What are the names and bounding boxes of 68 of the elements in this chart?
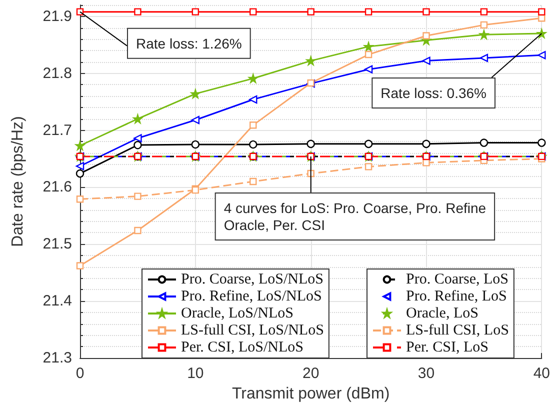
point bbox=[307, 8, 314, 16]
legend-label: LS-full CSI, LoS bbox=[406, 322, 509, 338]
point bbox=[76, 162, 84, 170]
y-tick-label: 21.6 bbox=[42, 178, 72, 196]
point bbox=[422, 140, 430, 148]
point bbox=[422, 8, 430, 16]
point bbox=[306, 140, 315, 148]
point bbox=[364, 65, 373, 74]
x-tick-label: 0 bbox=[76, 365, 84, 382]
point bbox=[364, 50, 372, 58]
annotation: Rate loss: 0.36% bbox=[380, 84, 486, 101]
point bbox=[134, 226, 142, 234]
point bbox=[364, 163, 372, 170]
legend-label: Pro. Refine, LoS/NLoS bbox=[181, 288, 322, 304]
point bbox=[480, 8, 488, 16]
point bbox=[364, 8, 372, 16]
point bbox=[190, 89, 200, 98]
point bbox=[134, 140, 142, 150]
y-tick-label: 21.9 bbox=[42, 8, 72, 25]
point bbox=[364, 140, 373, 148]
point bbox=[250, 8, 257, 16]
legend-label: Per. CSI, LoS/NLoS bbox=[181, 340, 304, 356]
annotation: 4 curves for LoS: Pro. Coarse, Pro. Refine Oracle, Per. CSI bbox=[224, 200, 486, 233]
legend-label: Pro. Coarse, LoS bbox=[406, 272, 508, 288]
y-tick-label: 21.4 bbox=[42, 292, 72, 310]
x-axis-title: Transmit power (dBm) bbox=[232, 386, 390, 402]
y-axis-title: Date rate (bps/Hz) bbox=[10, 116, 26, 247]
y-tick-label: 21.7 bbox=[42, 122, 72, 139]
point bbox=[480, 54, 488, 62]
point bbox=[191, 140, 200, 149]
x-tick-label: 20 bbox=[302, 365, 320, 382]
point bbox=[250, 122, 257, 129]
legend-label: Per. CSI, LoS bbox=[406, 340, 489, 356]
point bbox=[76, 196, 84, 203]
point bbox=[422, 56, 430, 65]
legend-label: Oracle, LoS/NLoS bbox=[181, 306, 294, 322]
point bbox=[134, 8, 142, 16]
point bbox=[422, 32, 430, 40]
point bbox=[134, 134, 142, 142]
legend-label: Oracle, LoS bbox=[406, 306, 478, 322]
point bbox=[480, 138, 488, 147]
point bbox=[480, 21, 488, 29]
y-tick-label: 21.8 bbox=[42, 64, 72, 82]
legend-label: Pro. Coarse, LoS/NLoS bbox=[181, 272, 324, 288]
point bbox=[250, 178, 257, 186]
legend-label: LS-full CSI, LoS/NLoS bbox=[181, 322, 324, 338]
point bbox=[479, 30, 489, 40]
point bbox=[249, 140, 258, 149]
point bbox=[248, 74, 258, 84]
x-tick-label: 10 bbox=[187, 365, 204, 382]
point bbox=[538, 138, 546, 147]
legend-label: Pro. Refine, LoS bbox=[406, 288, 507, 304]
y-tick-label: 21.5 bbox=[42, 236, 72, 253]
point bbox=[538, 51, 546, 60]
point bbox=[76, 169, 84, 178]
point bbox=[191, 116, 200, 124]
point bbox=[76, 262, 84, 270]
annotation: Rate loss: 1.26% bbox=[136, 35, 242, 52]
x-tick-label: 30 bbox=[418, 365, 435, 382]
point bbox=[422, 159, 430, 166]
x-tick-label: 40 bbox=[533, 365, 550, 382]
point bbox=[364, 42, 374, 52]
point bbox=[538, 8, 546, 16]
point bbox=[192, 8, 200, 16]
point bbox=[75, 141, 85, 150]
y-tick-label: 21.3 bbox=[42, 350, 72, 366]
point bbox=[134, 192, 142, 200]
point bbox=[249, 95, 258, 104]
